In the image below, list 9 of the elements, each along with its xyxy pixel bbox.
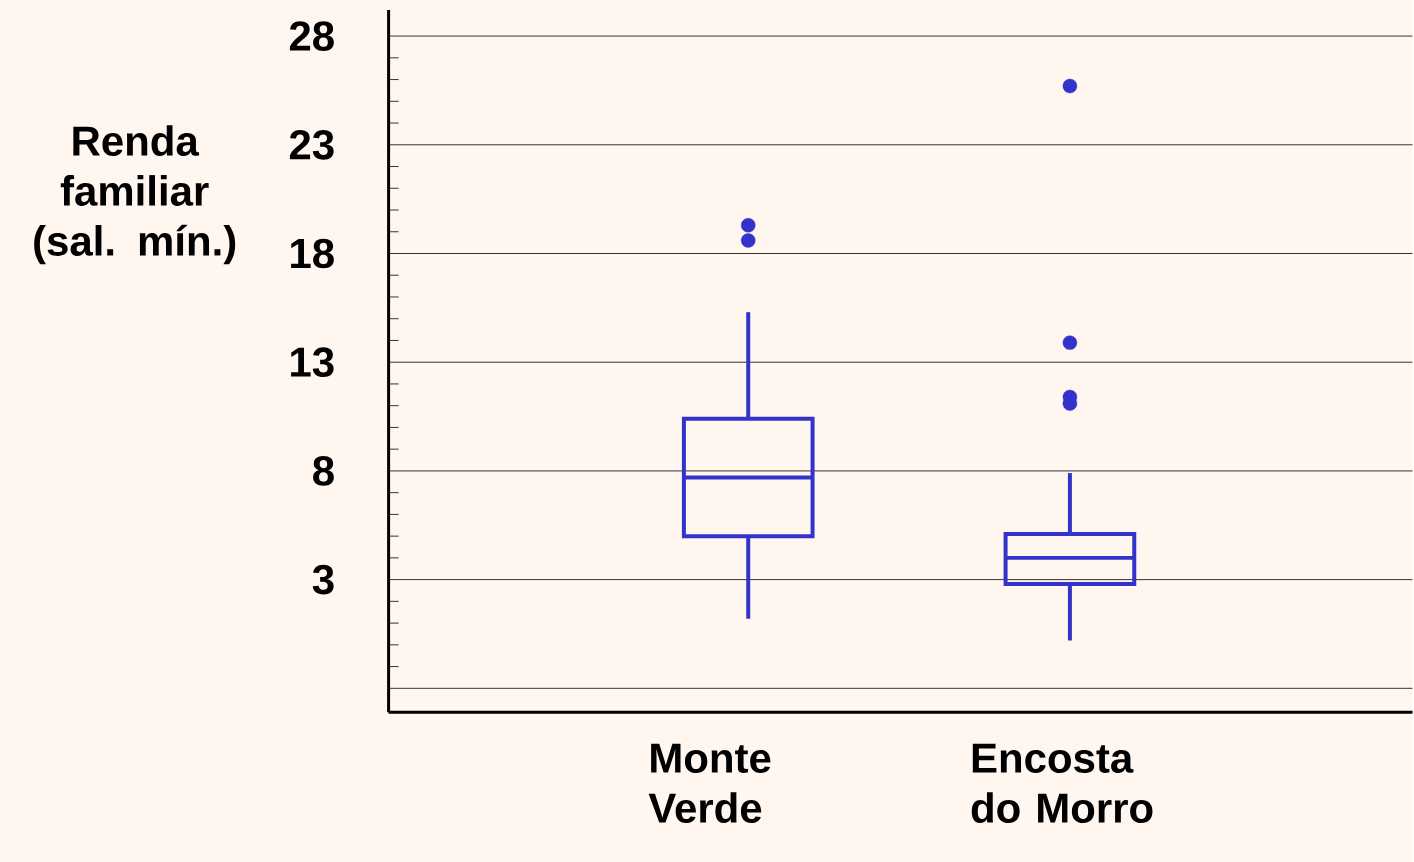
- y-tick-label: 8: [313, 456, 334, 486]
- y-tick-label: 28: [289, 21, 334, 51]
- y-tick-label: 23: [289, 129, 334, 160]
- y-axis-title: Renda familiar (sal. mín.): [34, 125, 236, 265]
- x-tick-label: Encosta do Morro: [971, 743, 1153, 823]
- y-tick-label: 3: [312, 564, 334, 595]
- x-tick-label: Monte Verde: [648, 743, 771, 823]
- y-tick-label: 13: [291, 347, 334, 378]
- y-tick-label: 18: [291, 238, 334, 269]
